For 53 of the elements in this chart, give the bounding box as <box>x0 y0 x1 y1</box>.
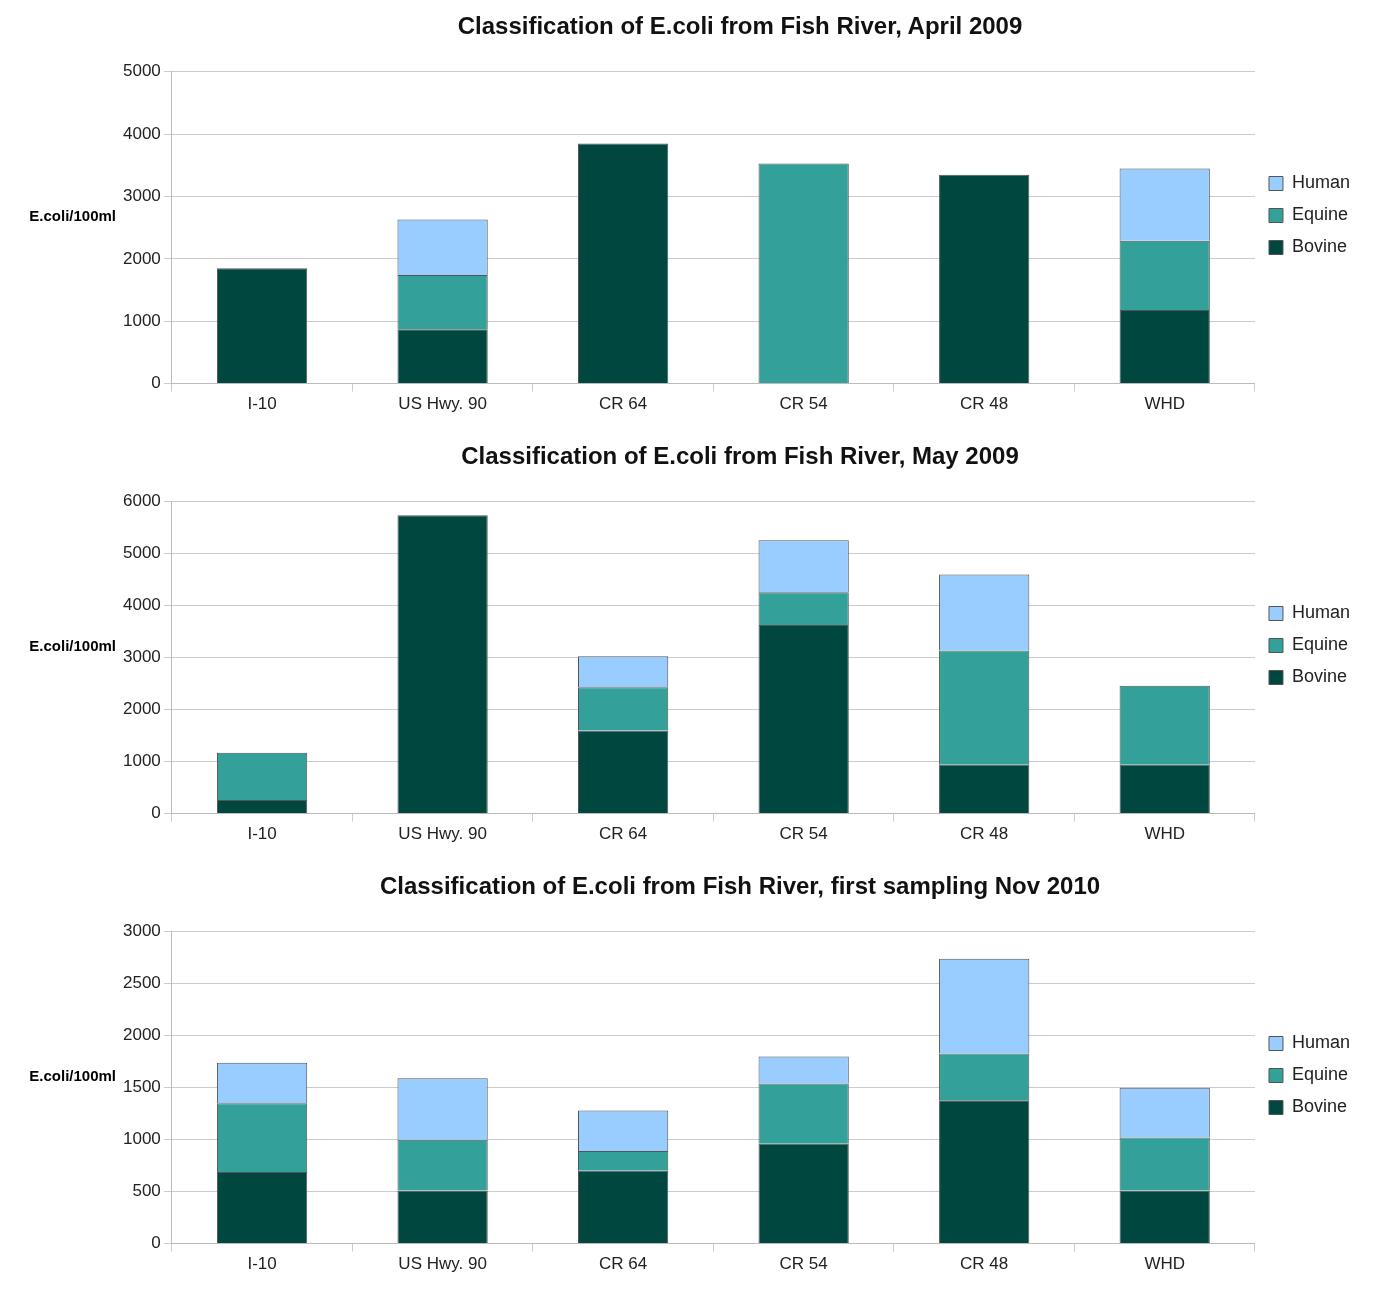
x-tick-label: I-10 <box>247 823 277 843</box>
y-axis-title: E.coli/100ml <box>28 1066 117 1084</box>
x-tick-label: US Hwy. 90 <box>398 823 487 843</box>
y-tick-label: 1000 <box>122 750 161 770</box>
legend-label: Bovine <box>1291 1095 1348 1116</box>
y-tick-label: 2000 <box>122 698 161 718</box>
x-tick-label: WHD <box>1144 393 1186 413</box>
x-tick-label: CR 54 <box>779 393 828 413</box>
x-tick-label: WHD <box>1144 823 1186 843</box>
y-tick-label: 4000 <box>122 594 161 614</box>
y-tick-label: 0 <box>151 372 161 392</box>
legend-label: Equine <box>1291 203 1349 224</box>
chart-title: Classification of E.coli from Fish River, first sampling Nov 2010 <box>379 871 1101 899</box>
y-tick-label: 2000 <box>122 248 161 268</box>
x-tick-label: CR 48 <box>960 393 1009 413</box>
x-tick-label: CR 48 <box>960 1253 1009 1273</box>
y-tick-label: 4000 <box>122 123 161 143</box>
legend-label: Human <box>1291 171 1351 192</box>
y-tick-label: 5000 <box>122 60 161 80</box>
x-tick-label: WHD <box>1144 1253 1186 1273</box>
y-tick-label: 500 <box>132 1180 161 1200</box>
legend-label: Equine <box>1291 633 1349 654</box>
x-tick-label: CR 54 <box>779 1253 828 1273</box>
chart-title: Classification of E.coli from Fish River, May 2009 <box>461 441 1019 469</box>
x-tick-label: CR 48 <box>960 823 1009 843</box>
y-axis-title: E.coli/100ml <box>28 206 117 224</box>
y-tick-label: 1000 <box>122 310 161 330</box>
x-tick-label: I-10 <box>247 393 277 413</box>
chart-title: Classification of E.coli from Fish River, April 2009 <box>457 11 1023 39</box>
x-tick-label: CR 54 <box>779 823 828 843</box>
y-tick-label: 0 <box>151 802 161 822</box>
x-tick-label: US Hwy. 90 <box>398 393 487 413</box>
x-tick-label: US Hwy. 90 <box>398 1253 487 1273</box>
y-tick-label: 3000 <box>122 185 161 205</box>
y-tick-label: 3000 <box>122 920 161 940</box>
legend-label: Bovine <box>1291 665 1348 686</box>
y-tick-label: 2500 <box>122 972 161 992</box>
legend-label: Equine <box>1291 1063 1349 1084</box>
y-tick-label: 2000 <box>122 1024 161 1044</box>
x-tick-label: CR 64 <box>599 823 648 843</box>
x-tick-label: I-10 <box>247 1253 277 1273</box>
y-tick-label: 3000 <box>122 646 161 666</box>
y-tick-label: 6000 <box>122 490 161 510</box>
y-tick-label: 0 <box>151 1232 161 1252</box>
legend-label: Human <box>1291 601 1351 622</box>
y-axis-title: E.coli/100ml <box>28 636 117 654</box>
y-tick-label: 1500 <box>122 1076 161 1096</box>
legend-label: Bovine <box>1291 235 1348 256</box>
y-tick-label: 5000 <box>122 542 161 562</box>
legend-label: Human <box>1291 1031 1351 1052</box>
y-tick-label: 1000 <box>122 1128 161 1148</box>
x-tick-label: CR 64 <box>599 393 648 413</box>
x-tick-label: CR 64 <box>599 1253 648 1273</box>
